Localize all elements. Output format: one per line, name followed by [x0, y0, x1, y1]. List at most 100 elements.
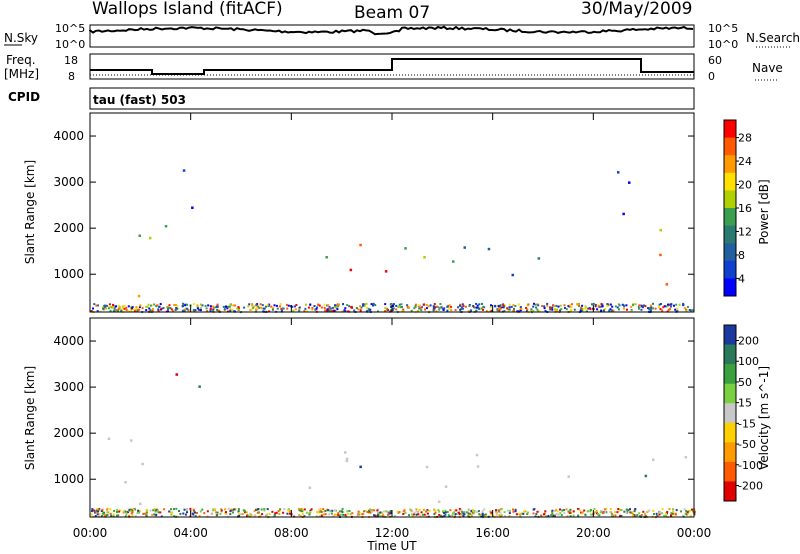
power-cell: [662, 306, 665, 309]
velocity-cell: [144, 512, 147, 515]
velocity-cell: [128, 509, 131, 511]
power-cell: [570, 309, 573, 312]
power-cell: [459, 304, 461, 307]
power-cell: [494, 304, 496, 307]
velocity-cell: [627, 509, 630, 512]
power-colorbar-swatch: [724, 137, 736, 156]
power-cell: [661, 309, 664, 312]
power-cell: [262, 307, 265, 310]
power-cell: [650, 304, 652, 307]
freq-tick-bottom: 8: [68, 70, 75, 83]
velocity-cell: [328, 513, 331, 516]
velocity-colorbar-tick-label: 100: [738, 355, 759, 368]
power-cell: [262, 310, 265, 313]
power-cell: [658, 306, 660, 308]
power-cell: [127, 305, 130, 308]
power-cell: [678, 303, 681, 306]
velocity-y-tick-label: 3000: [53, 380, 84, 394]
power-cell: [517, 303, 520, 306]
velocity-cell: [520, 512, 523, 515]
power-cell: [625, 304, 628, 307]
velocity-cell: [589, 513, 592, 516]
velocity-cell: [139, 502, 142, 506]
velocity-cell: [185, 507, 188, 510]
velocity-cell: [472, 509, 474, 512]
velocity-cell: [604, 511, 607, 514]
velocity-colorbar-tick-label: -200: [738, 479, 763, 492]
x-tick-label: 08:00: [274, 526, 309, 540]
power-cell: [530, 309, 533, 312]
velocity-cell: [241, 513, 244, 515]
power-cell: [236, 307, 239, 310]
velocity-cell: [472, 512, 475, 515]
velocity-cell: [689, 515, 692, 517]
velocity-cell: [503, 511, 506, 513]
power-y-tick-label: 2000: [53, 221, 84, 235]
velocity-colorbar-tick-label: 50: [738, 376, 752, 389]
nsearch-tick-bottom: 10^0: [708, 38, 738, 51]
power-cell: [585, 307, 588, 310]
velocity-cell: [481, 510, 484, 513]
power-cell: [247, 305, 250, 308]
velocity-panel-frame: [89, 317, 695, 518]
velocity-cell: [163, 508, 166, 511]
velocity-cell: [467, 511, 470, 514]
power-cell: [253, 305, 256, 308]
power-cell: [639, 305, 642, 308]
velocity-cell: [130, 512, 133, 515]
power-cell: [148, 307, 151, 310]
velocity-cell: [123, 509, 126, 512]
velocity-cell: [277, 510, 280, 513]
power-cell: [372, 302, 375, 305]
velocity-cell: [589, 510, 592, 513]
power-cell: [473, 306, 476, 309]
velocity-cell: [672, 508, 674, 511]
power-y-tick-label: 1000: [53, 267, 84, 281]
power-cell: [211, 310, 214, 313]
power-cell: [122, 307, 125, 310]
velocity-cell: [506, 509, 509, 512]
velocity-cell: [543, 513, 545, 516]
velocity-cell: [347, 512, 349, 515]
velocity-cell: [453, 511, 456, 514]
power-cell: [323, 307, 326, 309]
power-cell: [167, 308, 169, 311]
velocity-cell: [686, 511, 689, 514]
nave-label: Nave: [752, 61, 783, 75]
velocity-cell: [473, 510, 476, 512]
velocity-cell: [109, 512, 112, 515]
power-colorbar-swatch: [724, 225, 736, 244]
nsky-tick-bottom: 10^0: [55, 38, 85, 51]
power-cell: [181, 309, 184, 312]
velocity-cell: [259, 515, 262, 518]
power-cell: [325, 256, 328, 259]
power-cell: [555, 304, 558, 307]
velocity-cell: [183, 508, 186, 511]
power-cell: [648, 308, 651, 311]
velocity-cell: [545, 515, 547, 518]
power-cell: [257, 305, 260, 308]
velocity-cell: [419, 515, 422, 517]
power-cell: [168, 304, 171, 307]
velocity-cell: [192, 508, 195, 511]
power-cell: [121, 305, 124, 308]
velocity-cell: [490, 510, 493, 513]
velocity-cell: [184, 513, 187, 516]
velocity-cell: [563, 511, 566, 514]
power-cell: [336, 303, 339, 306]
power-cell: [365, 310, 368, 313]
velocity-cell: [155, 513, 158, 516]
velocity-colorbar-swatch: [724, 461, 736, 482]
power-cell: [596, 308, 599, 311]
power-cell: [133, 309, 136, 312]
velocity-cell: [647, 510, 650, 513]
velocity-cell: [116, 514, 118, 517]
power-cell: [512, 304, 515, 307]
velocity-cell: [425, 510, 428, 513]
power-cell: [461, 307, 464, 310]
velocity-cell: [359, 465, 362, 469]
velocity-cell: [569, 510, 572, 513]
velocity-cell: [171, 511, 174, 514]
velocity-cell: [318, 508, 321, 511]
